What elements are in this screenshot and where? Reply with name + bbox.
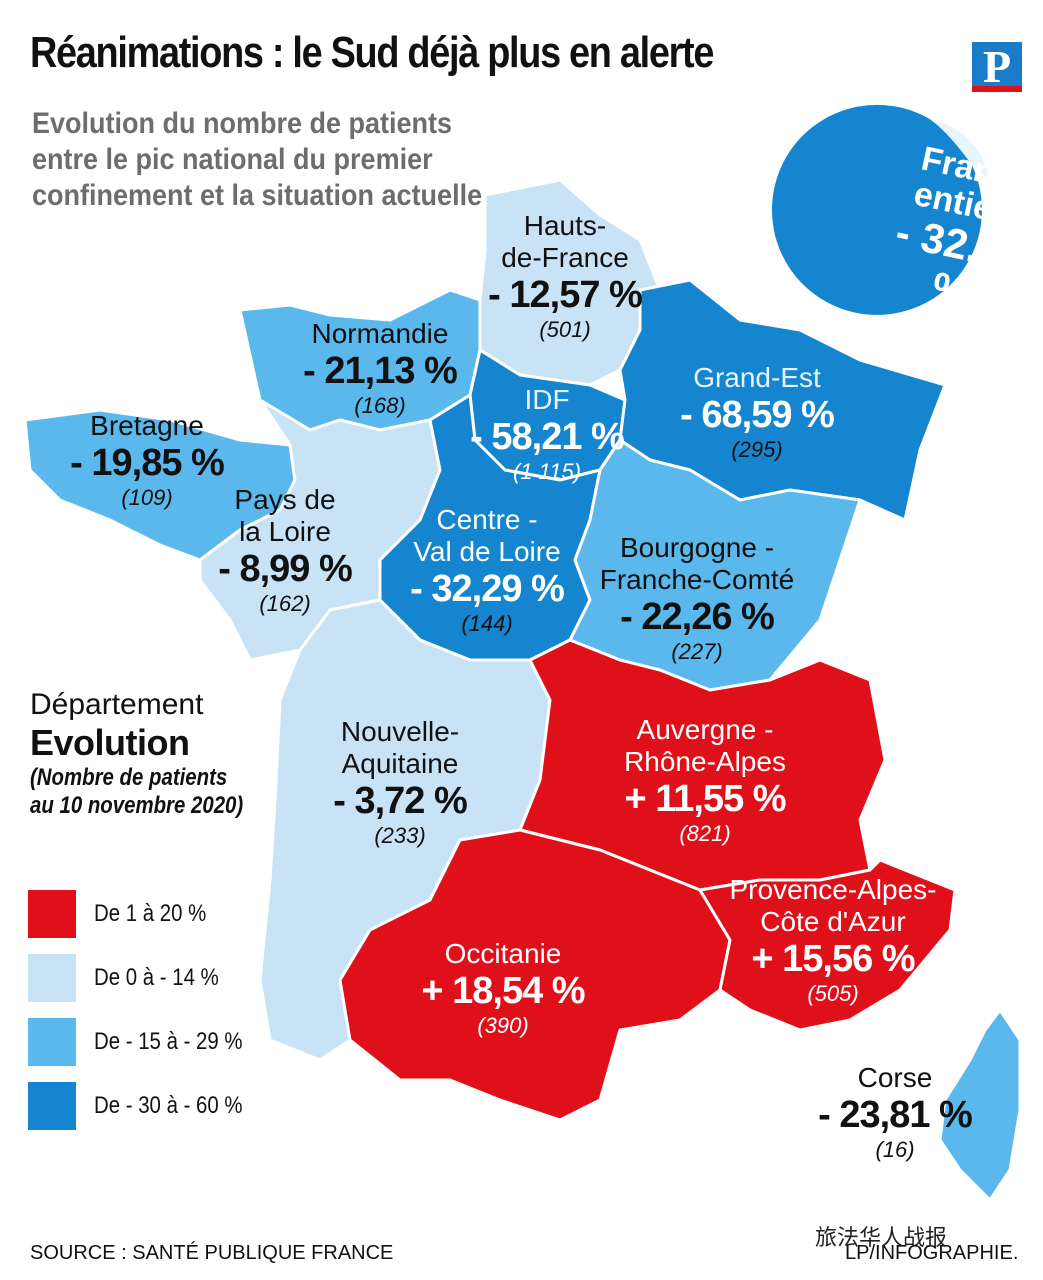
legend-swatch-light	[28, 954, 76, 1002]
credit-note: LP/INFOGRAPHIE.	[845, 1242, 1019, 1264]
region-bourgogne-franche-comte	[568, 438, 862, 692]
region-corse	[938, 1008, 1022, 1202]
label-auvergne-rhone-alpes: Auvergne - Rhône-Alpes + 11,55 % (821)	[624, 714, 786, 846]
legend-swatch-red	[28, 890, 76, 938]
label-nouvelle-aquitaine: Nouvelle- Aquitaine - 3,72 % (233)	[333, 716, 468, 848]
legend-title: Département Evolution (Nombre de patient…	[30, 688, 244, 819]
page-subtitle: Evolution du nombre de patients entre le…	[32, 107, 483, 212]
label-bretagne: Bretagne - 19,85 % (109)	[70, 410, 225, 510]
label-centre-val-de-loire: Centre - Val de Loire - 32,29 % (144)	[410, 504, 565, 636]
logo-red-bar	[972, 86, 1022, 92]
label-paca: Provence-Alpes- Côte d'Azur + 15,56 % (5…	[729, 874, 937, 1006]
label-grand-est: Grand-Est - 68,59 % (295)	[680, 362, 835, 462]
source-note: SOURCE : SANTÉ PUBLIQUE FRANCE	[30, 1242, 394, 1264]
region-paca	[698, 858, 957, 1032]
france-badge	[771, 104, 993, 315]
region-occitanie	[338, 828, 732, 1122]
legend-swatch-medium	[28, 1018, 76, 1066]
label-normandie: Normandie - 21,13 % (168)	[303, 318, 458, 418]
label-pays-de-la-loire: Pays de la Loire - 8,99 % (162)	[218, 484, 353, 616]
label-hauts-de-france: Hauts- de-France - 12,57 % (501)	[488, 210, 643, 342]
watermark: 旅法华人战报	[815, 1225, 948, 1250]
page-title: Réanimations : le Sud déjà plus en alert…	[30, 28, 714, 77]
label-corse-text: Corse - 23,81 % (16)	[818, 1062, 973, 1162]
label-occitanie: Occitanie + 18,54 % (390)	[421, 938, 585, 1038]
label-bourgogne-franche-comte: Bourgogne - Franche-Comté - 22,26 % (227…	[599, 532, 795, 664]
label-idf: IDF - 58,21 % (1 115)	[470, 384, 625, 484]
legend-swatch-dark	[28, 1082, 76, 1130]
newspaper-logo: P	[972, 42, 1022, 92]
